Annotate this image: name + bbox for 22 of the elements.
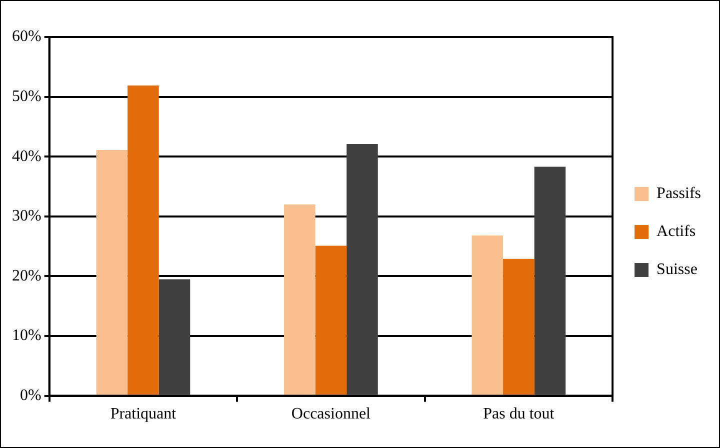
legend-label: Passifs	[656, 185, 701, 202]
y-tick-label: 20%	[12, 267, 42, 284]
x-tick-label: Pratiquant	[110, 406, 177, 423]
bar	[96, 150, 128, 395]
x-tick-label: Pas du tout	[483, 406, 555, 423]
y-tick-label: 10%	[12, 327, 42, 344]
bar	[284, 204, 316, 395]
bar	[158, 279, 190, 395]
y-tick-label: 60%	[12, 28, 42, 46]
bar	[315, 246, 347, 395]
y-tick-label: 0%	[20, 387, 42, 404]
y-tick-label: 30%	[12, 208, 42, 225]
x-tick-label: Occasionnel	[291, 406, 372, 423]
bar	[128, 85, 159, 395]
legend-label: Suisse	[656, 261, 698, 278]
y-tick-label: 50%	[12, 88, 42, 106]
bar	[472, 236, 504, 395]
bar	[534, 166, 566, 395]
legend-label: Actifs	[656, 223, 696, 240]
bar	[346, 144, 378, 395]
y-tick-label: 40%	[12, 148, 42, 165]
bar	[503, 258, 534, 395]
